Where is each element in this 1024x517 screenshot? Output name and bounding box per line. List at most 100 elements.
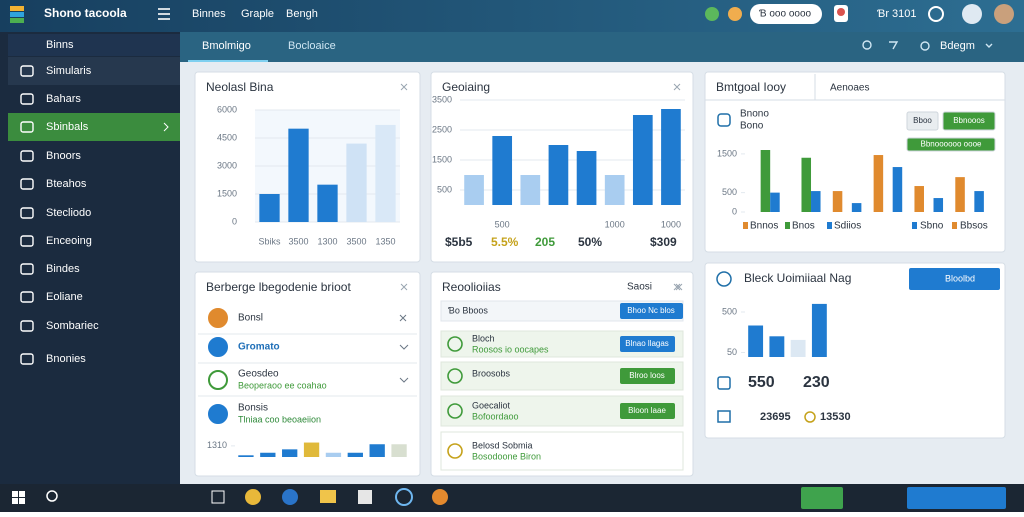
item-title[interactable]: Bonsl [238, 313, 263, 324]
taskbar-button[interactable] [801, 487, 843, 509]
chevron[interactable] [399, 314, 407, 322]
row-title[interactable]: Broosobs [472, 368, 511, 378]
sidebar-item[interactable]: Bindes [46, 263, 80, 275]
button[interactable] [620, 303, 683, 319]
close-button[interactable] [400, 83, 408, 91]
stat: 13530 [820, 411, 851, 423]
stat-icon [804, 411, 816, 423]
button-label: Bloon laae [628, 406, 666, 415]
menu-button[interactable] [158, 8, 170, 20]
stat: 230 [803, 374, 830, 391]
button[interactable] [909, 268, 1000, 290]
stat: 550 [748, 374, 775, 391]
nav-link[interactable]: Binnes [192, 8, 226, 20]
button[interactable] [942, 111, 996, 131]
stat: $5b5 [445, 235, 473, 249]
button-label: Bboo [913, 116, 932, 125]
bar [661, 109, 681, 205]
search-box[interactable] [750, 4, 822, 24]
sidebar-icon [20, 150, 34, 162]
chevron[interactable] [399, 344, 409, 350]
app-icon[interactable] [211, 490, 225, 504]
sidebar-item[interactable]: Enceoing [46, 235, 92, 247]
sidebar-item[interactable]: Bteahos [46, 178, 87, 190]
button[interactable] [620, 403, 675, 419]
bar [259, 194, 280, 222]
y-tick-label: 500 [722, 306, 737, 316]
legend-swatch [785, 222, 790, 229]
app-icon[interactable] [320, 490, 336, 503]
close-button[interactable] [673, 283, 681, 291]
avatar[interactable] [994, 4, 1014, 24]
sidebar-item[interactable]: Bnoors [46, 150, 81, 162]
bar [770, 192, 780, 212]
start-button[interactable] [12, 491, 25, 504]
bar [748, 325, 764, 357]
row-title[interactable]: Belosd Sobmia [472, 440, 533, 450]
row-icon [447, 443, 463, 459]
app-icon[interactable] [432, 489, 448, 505]
app-icon[interactable] [395, 488, 413, 506]
sidebar-item[interactable]: Eoliane [46, 291, 83, 303]
sidebar-item[interactable]: Sbinbals [46, 121, 89, 133]
tab[interactable]: Bmolmigo [202, 40, 251, 52]
bar [238, 455, 254, 457]
row-title[interactable]: Bloch [472, 333, 495, 343]
button[interactable] [906, 137, 996, 152]
icon [717, 113, 731, 127]
y-tick-label: 3000 [217, 160, 237, 170]
bar [346, 143, 367, 222]
close-button[interactable] [673, 83, 681, 91]
close-button[interactable] [675, 283, 683, 291]
taskbar-button[interactable] [907, 487, 1006, 509]
button[interactable] [620, 336, 675, 352]
button[interactable] [620, 368, 675, 384]
button-label: Blroo loos [629, 371, 665, 380]
y-tick-label: 2500 [432, 124, 452, 134]
item-title[interactable]: Gromato [238, 342, 280, 353]
nav-link[interactable]: Graple [241, 8, 274, 20]
item-title[interactable]: Bonsis [238, 403, 268, 414]
y-tick-label: 3500 [432, 94, 452, 104]
sidebar-header [8, 34, 180, 56]
tab-action[interactable]: Bdegm [940, 40, 975, 52]
help-button[interactable] [962, 4, 982, 24]
bar [317, 184, 338, 222]
app-icon[interactable] [245, 489, 261, 505]
row-icon [447, 403, 463, 419]
y-tick-label: 1500 [432, 154, 452, 164]
bar [873, 155, 884, 212]
x-tick-label: 3500 [346, 236, 366, 246]
item-title[interactable]: Geosdeo [238, 369, 279, 380]
sidebar-item[interactable]: Stecliodo [46, 207, 91, 219]
status-icon[interactable] [728, 7, 742, 21]
card-action[interactable]: Saosi [627, 282, 652, 293]
sidebar-item[interactable]: Simularis [46, 65, 92, 77]
bar [464, 175, 484, 205]
tab[interactable]: Bocloaice [288, 40, 336, 52]
bar [769, 336, 785, 357]
bar [955, 177, 965, 212]
app-icon[interactable] [358, 490, 372, 504]
sidebar-item[interactable]: Bnonies [46, 353, 86, 365]
card-tab[interactable]: Aenoaes [830, 83, 869, 94]
row-title[interactable]: Goecaliot [472, 400, 511, 410]
close-button[interactable] [400, 283, 408, 291]
sidebar-active [8, 113, 180, 141]
x-tick-label: 500 [495, 219, 510, 229]
card-icon [716, 271, 732, 287]
search-icon[interactable] [46, 490, 58, 502]
button-label: Bbnoooooo oooe [921, 140, 983, 149]
button[interactable] [906, 111, 939, 131]
y-tick-label: 0 [232, 216, 237, 226]
search-text[interactable]: Ɓo Bboos [448, 305, 488, 315]
x-tick-label: 1300 [317, 236, 337, 246]
sidebar-item[interactable]: Sombariec [46, 320, 99, 332]
app-icon[interactable] [282, 489, 298, 505]
status-icon[interactable] [705, 7, 719, 21]
chevron[interactable] [399, 377, 409, 383]
sidebar-item[interactable]: Bahars [46, 93, 81, 105]
bar [303, 442, 320, 457]
icon[interactable] [928, 6, 944, 22]
nav-link[interactable]: Bengh [286, 8, 318, 20]
